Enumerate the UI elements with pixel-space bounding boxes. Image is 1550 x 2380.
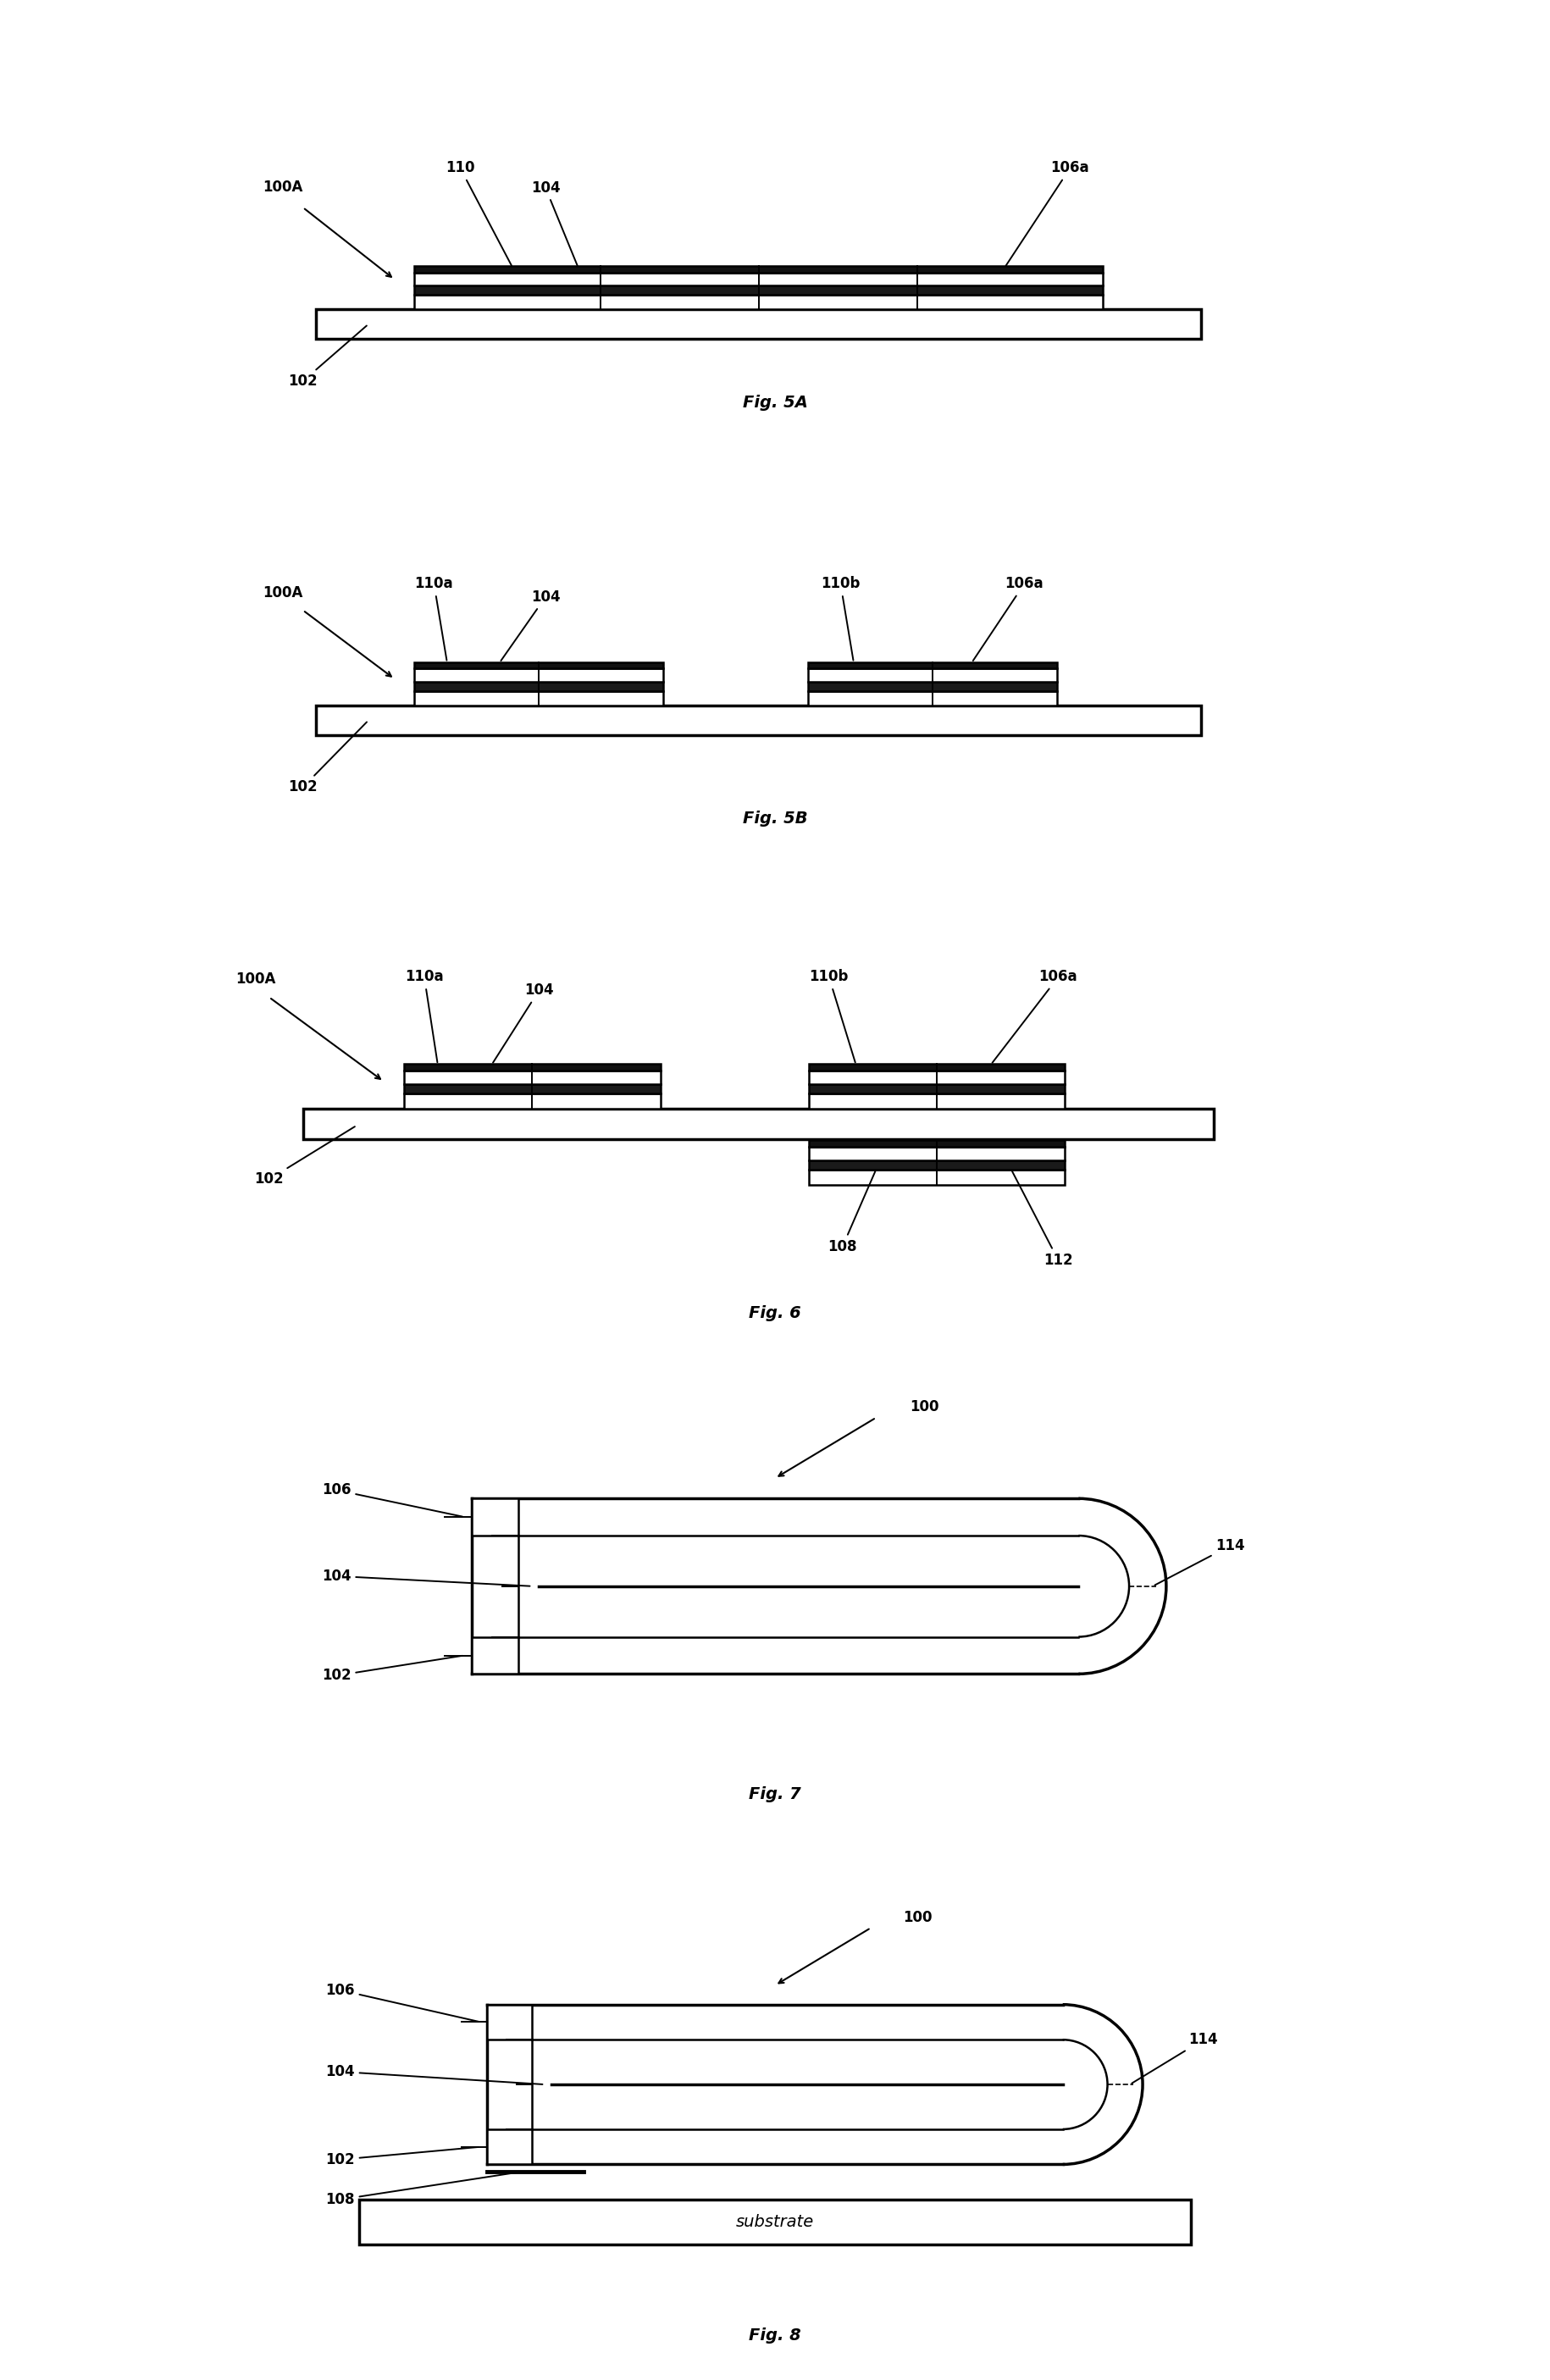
- Text: 100A: 100A: [264, 178, 304, 195]
- Polygon shape: [809, 1147, 1065, 1161]
- Polygon shape: [808, 681, 1057, 690]
- Polygon shape: [360, 2199, 1190, 2244]
- Polygon shape: [414, 669, 663, 681]
- Polygon shape: [809, 1171, 1065, 1185]
- Text: 114: 114: [1155, 1537, 1245, 1585]
- Polygon shape: [808, 669, 1057, 681]
- Polygon shape: [808, 662, 1057, 669]
- Polygon shape: [414, 662, 663, 669]
- Polygon shape: [414, 271, 1104, 286]
- Polygon shape: [405, 1095, 660, 1109]
- Polygon shape: [809, 1095, 1065, 1109]
- Text: Fig. 8: Fig. 8: [749, 2328, 801, 2344]
- Text: 106: 106: [326, 1983, 479, 2021]
- Polygon shape: [316, 309, 1201, 338]
- Polygon shape: [809, 1085, 1065, 1095]
- Polygon shape: [471, 1499, 519, 1535]
- Text: Fig. 5B: Fig. 5B: [742, 812, 808, 826]
- Text: Fig. 6: Fig. 6: [749, 1304, 801, 1321]
- Text: 100: 100: [904, 1909, 932, 1925]
- Polygon shape: [808, 690, 1057, 704]
- Polygon shape: [414, 681, 663, 690]
- Text: 100: 100: [910, 1399, 939, 1414]
- Text: 108: 108: [828, 1171, 876, 1254]
- Polygon shape: [809, 1071, 1065, 1085]
- Text: 110a: 110a: [415, 576, 453, 659]
- Text: 110b: 110b: [822, 576, 860, 659]
- Text: 110a: 110a: [405, 969, 443, 1061]
- Polygon shape: [405, 1064, 660, 1071]
- Polygon shape: [414, 690, 663, 704]
- Polygon shape: [809, 1064, 1065, 1071]
- Text: 106a: 106a: [973, 576, 1043, 662]
- Text: 112: 112: [1012, 1171, 1073, 1269]
- Text: 102: 102: [288, 326, 367, 388]
- Polygon shape: [487, 2004, 532, 2040]
- Polygon shape: [302, 1109, 1214, 1140]
- Text: 104: 104: [530, 181, 578, 267]
- Polygon shape: [487, 2130, 532, 2163]
- Text: Fig. 7: Fig. 7: [749, 1785, 801, 1802]
- Polygon shape: [809, 1161, 1065, 1171]
- Text: 104: 104: [326, 2063, 542, 2085]
- Polygon shape: [405, 1085, 660, 1095]
- Text: substrate: substrate: [736, 2213, 814, 2230]
- Polygon shape: [414, 267, 1104, 271]
- Text: 102: 102: [288, 721, 367, 795]
- Text: 102: 102: [322, 1656, 462, 1683]
- Polygon shape: [809, 1140, 1065, 1147]
- Text: 106a: 106a: [1006, 159, 1090, 267]
- Text: 110b: 110b: [809, 969, 856, 1061]
- Text: 108: 108: [326, 2173, 516, 2206]
- Polygon shape: [471, 1637, 519, 1673]
- Text: 104: 104: [501, 590, 560, 662]
- Text: 100A: 100A: [264, 585, 304, 600]
- Text: 104: 104: [322, 1568, 530, 1585]
- Text: 102: 102: [326, 2147, 479, 2168]
- Text: 102: 102: [254, 1126, 355, 1188]
- Polygon shape: [414, 295, 1104, 309]
- Polygon shape: [316, 704, 1201, 735]
- Polygon shape: [405, 1071, 660, 1085]
- Text: 114: 114: [1132, 2033, 1218, 2082]
- Text: 106: 106: [322, 1483, 462, 1516]
- Text: 110: 110: [445, 159, 512, 267]
- Polygon shape: [414, 286, 1104, 295]
- Text: 106a: 106a: [992, 969, 1077, 1064]
- Text: Fig. 5A: Fig. 5A: [742, 395, 808, 412]
- Text: 100A: 100A: [236, 971, 276, 988]
- Text: 104: 104: [493, 983, 553, 1064]
